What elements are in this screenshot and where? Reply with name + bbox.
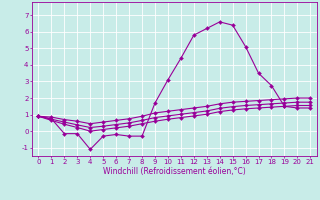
X-axis label: Windchill (Refroidissement éolien,°C): Windchill (Refroidissement éolien,°C) — [103, 167, 246, 176]
